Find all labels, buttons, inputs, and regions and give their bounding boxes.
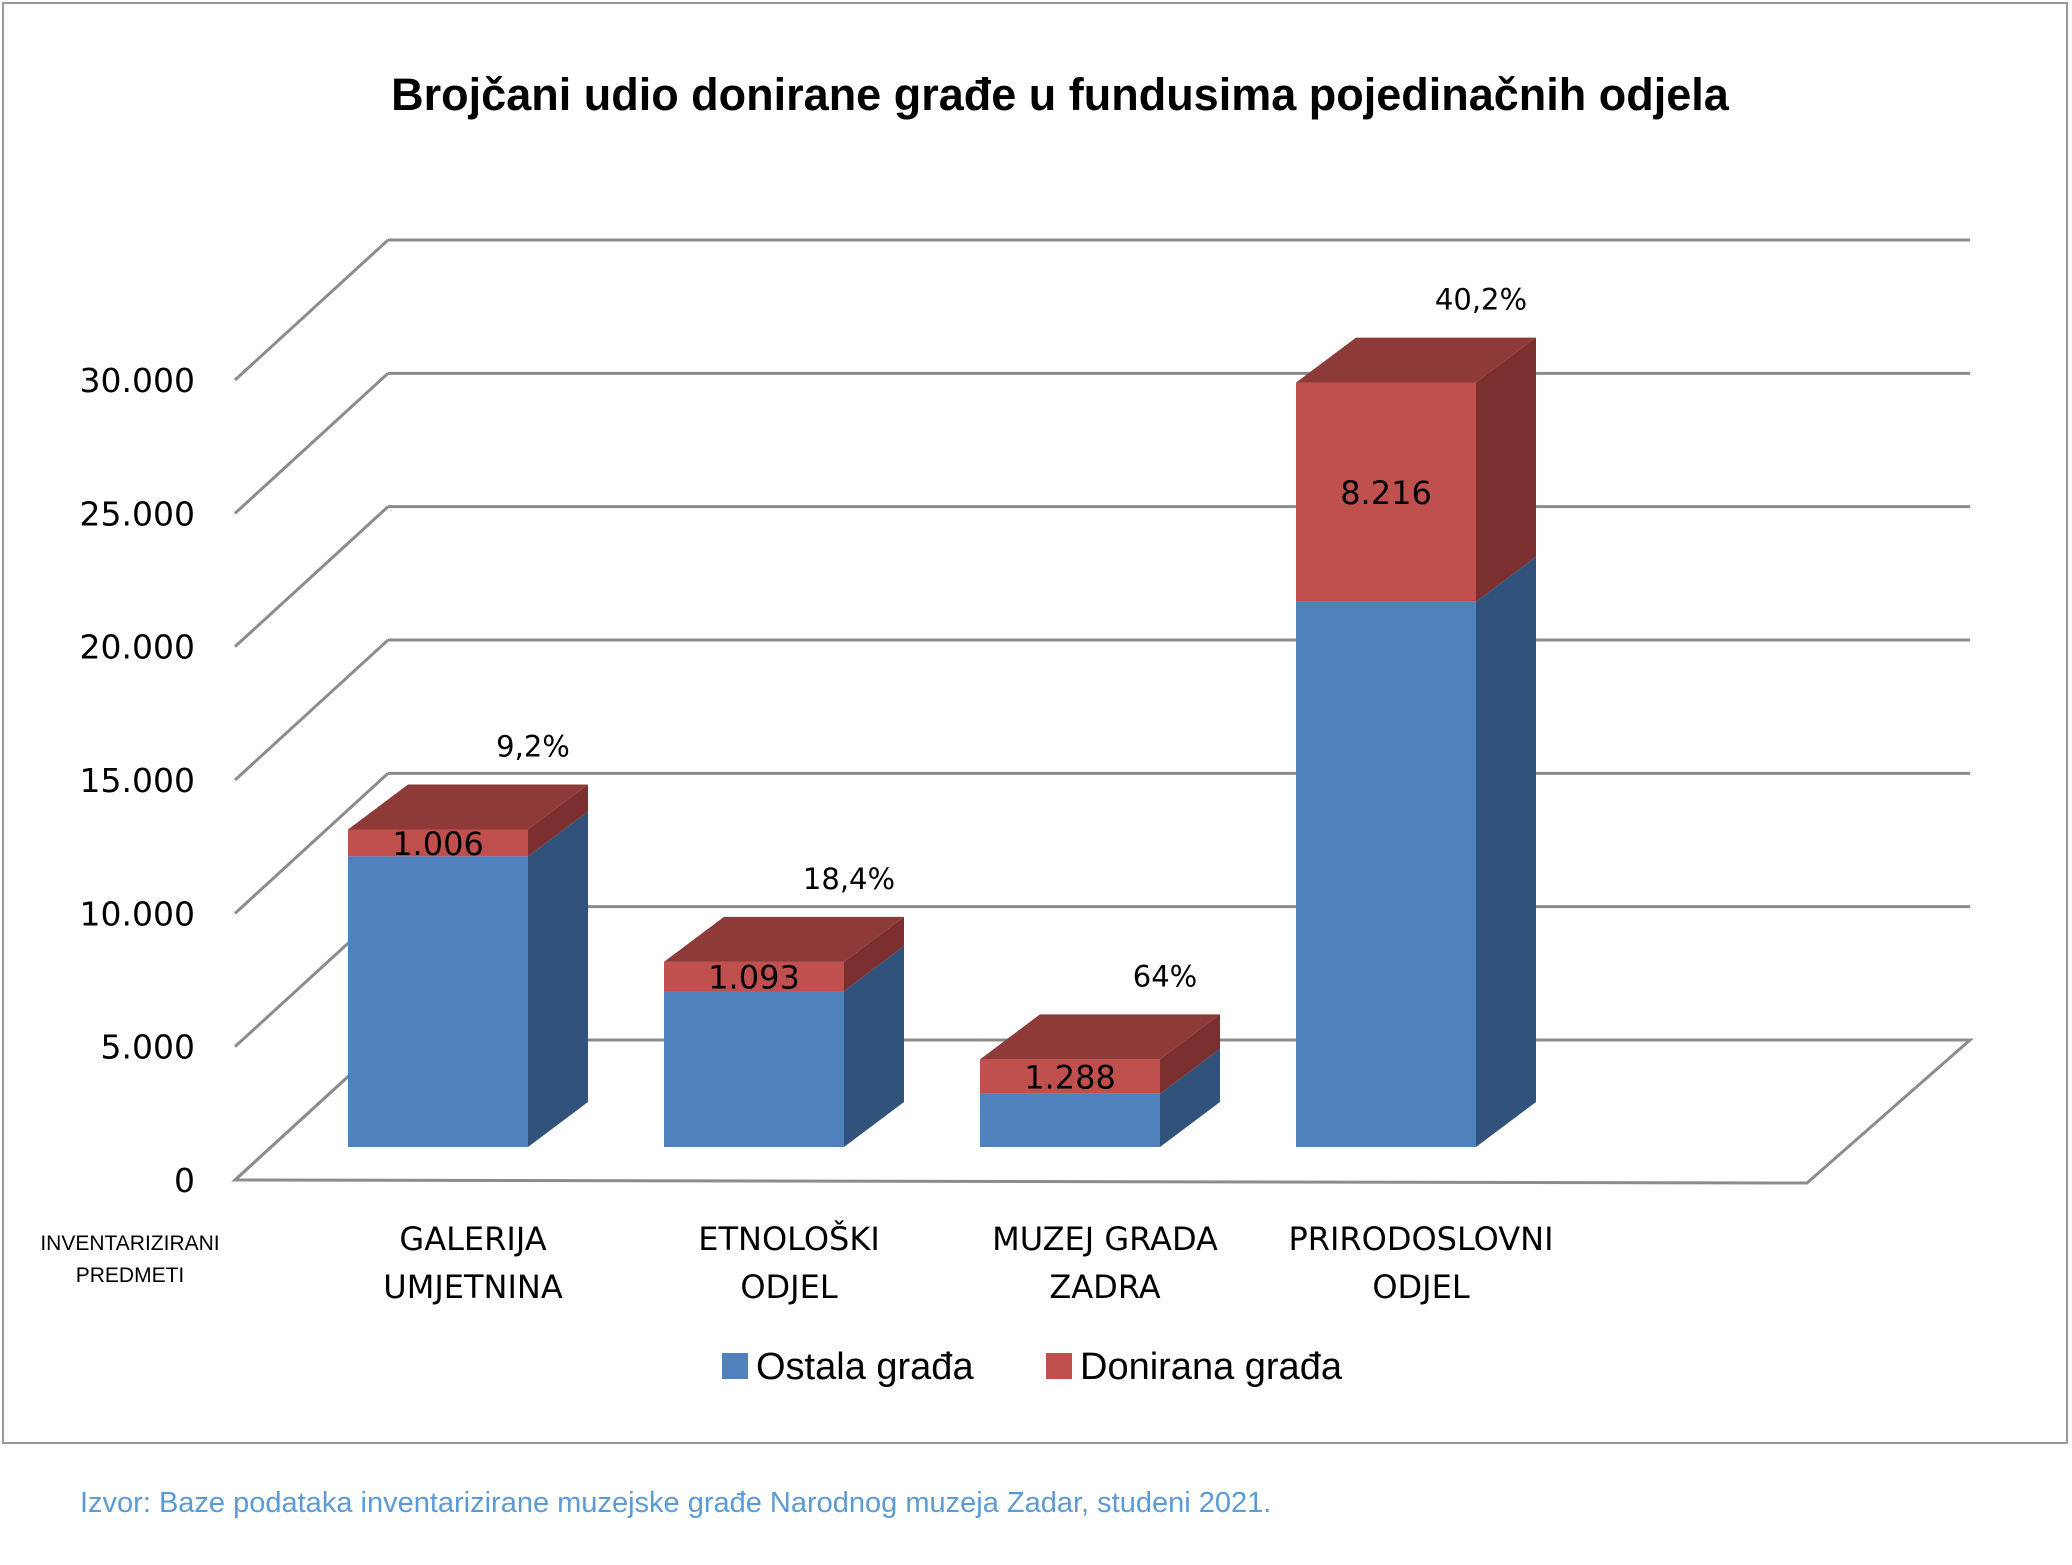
percent-label: 9,2% xyxy=(496,730,570,764)
bar-donirana-top xyxy=(664,916,904,962)
gridline-side xyxy=(233,772,390,915)
y-tick-label: 25.000 xyxy=(80,494,195,533)
gridline-side xyxy=(233,372,390,515)
data-label: 1.006 xyxy=(392,825,484,863)
bar-donirana-side xyxy=(1160,1014,1220,1094)
bar-ostala xyxy=(1296,601,1476,1147)
bar-donirana-side xyxy=(1476,337,1536,602)
category-label: MUZEJ GRADA xyxy=(992,1220,1218,1258)
bar-donirana-top xyxy=(348,784,588,830)
y-axis-label-line2: PREDMETI xyxy=(76,1264,185,1287)
y-tick-label: 0 xyxy=(174,1161,195,1200)
data-label: 1.288 xyxy=(1024,1058,1116,1096)
bar-donirana xyxy=(664,961,844,991)
data-label: 1.093 xyxy=(708,958,800,996)
y-tick-label: 15.000 xyxy=(80,761,195,800)
category-label-line2: ZADRA xyxy=(1049,1268,1160,1306)
gridline-side xyxy=(233,638,390,782)
y-tick-label: 20.000 xyxy=(80,628,195,667)
percent-label: 64% xyxy=(1133,959,1197,993)
y-tick-label: 30.000 xyxy=(80,361,195,400)
source-note: Izvor: Baze podataka inventarizirane muz… xyxy=(80,1487,1272,1519)
bar-donirana-side xyxy=(528,784,588,857)
bar-donirana-side xyxy=(844,916,904,991)
data-label: 8.216 xyxy=(1340,474,1432,512)
bar-donirana-top xyxy=(980,1014,1220,1060)
category-label-line2: ODJEL xyxy=(1372,1268,1469,1306)
y-tick-label: 5.000 xyxy=(101,1028,195,1067)
category-label-line2: UMJETNINA xyxy=(383,1268,563,1306)
legend-swatch-ostala xyxy=(722,1353,748,1379)
bar-donirana xyxy=(980,1059,1160,1094)
category-label: PRIRODOSLOVNI xyxy=(1288,1220,1553,1258)
bar-ostala-side xyxy=(528,811,588,1147)
chart: Brojčani udio donirane građe u fundusima… xyxy=(40,69,1974,1388)
chart-title: Brojčani udio donirane građe u fundusima… xyxy=(391,69,1730,120)
category-label: ETNOLOŠKI xyxy=(698,1219,880,1258)
bar-ostala xyxy=(348,856,528,1147)
gridline-side xyxy=(233,238,390,382)
chart-floor xyxy=(231,1038,1974,1185)
legend-label-donirana: Donirana građa xyxy=(1080,1346,1343,1388)
bar-donirana xyxy=(348,829,528,857)
bar-ostala xyxy=(980,1093,1160,1147)
percent-label: 40,2% xyxy=(1435,283,1527,317)
bar-donirana xyxy=(1296,382,1476,602)
bar-donirana-top xyxy=(1296,337,1536,383)
gridline-side xyxy=(233,505,390,648)
category-label: GALERIJA xyxy=(399,1220,546,1258)
percent-label: 18,4% xyxy=(803,862,895,896)
chart-frame xyxy=(2,2,2068,1444)
bar-ostala-side xyxy=(1476,556,1536,1147)
legend-label-ostala: Ostala građa xyxy=(756,1346,974,1388)
y-tick-label: 10.000 xyxy=(80,894,195,933)
bar-ostala-side xyxy=(844,946,904,1147)
bar-ostala xyxy=(664,991,844,1147)
y-axis-label: INVENTARIZIRANI xyxy=(40,1232,219,1255)
bar-ostala-side xyxy=(1160,1048,1220,1147)
category-label-line2: ODJEL xyxy=(740,1268,837,1306)
legend-swatch-donirana xyxy=(1046,1353,1072,1379)
